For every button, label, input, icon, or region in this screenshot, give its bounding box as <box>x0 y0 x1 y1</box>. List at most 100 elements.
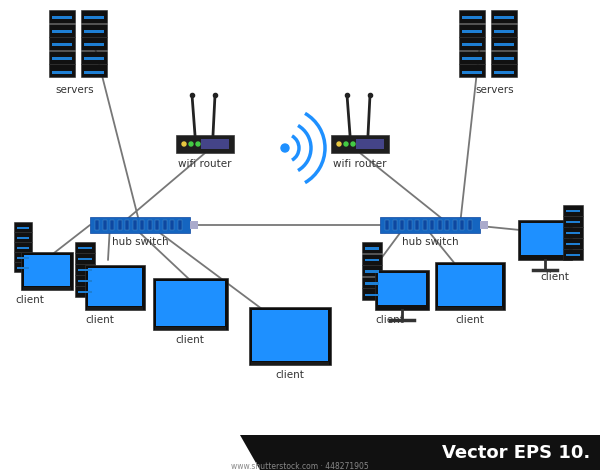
Bar <box>14 232 32 242</box>
Bar <box>155 220 159 230</box>
Bar <box>462 70 482 73</box>
Circle shape <box>351 142 355 146</box>
Bar <box>331 135 389 153</box>
Bar <box>491 51 517 64</box>
Bar <box>81 24 107 37</box>
Bar <box>249 307 331 365</box>
Bar <box>201 139 229 149</box>
Bar <box>365 270 379 273</box>
Bar <box>84 30 104 33</box>
Bar <box>467 220 472 230</box>
Bar <box>365 282 379 284</box>
Bar <box>491 10 517 23</box>
Bar <box>17 246 29 249</box>
Bar <box>81 64 107 78</box>
Text: client: client <box>455 315 484 325</box>
Bar <box>459 37 485 50</box>
Bar <box>52 70 72 73</box>
Bar <box>459 10 485 23</box>
Bar <box>148 220 152 230</box>
Bar <box>110 220 114 230</box>
Bar <box>356 139 384 149</box>
Bar <box>17 266 29 269</box>
Bar <box>152 278 227 330</box>
Bar <box>84 16 104 19</box>
Bar <box>81 10 107 23</box>
Bar <box>78 280 92 282</box>
Bar <box>84 70 104 73</box>
Bar <box>494 70 514 73</box>
Bar <box>362 242 382 253</box>
Bar <box>462 57 482 60</box>
Bar <box>392 220 397 230</box>
Bar <box>459 64 485 78</box>
Bar <box>87 307 143 310</box>
Bar <box>75 286 95 297</box>
Bar <box>49 64 75 78</box>
Bar <box>563 249 583 259</box>
Polygon shape <box>240 435 600 470</box>
Bar <box>365 247 379 250</box>
Bar <box>452 220 457 230</box>
Circle shape <box>337 142 341 146</box>
Bar <box>49 37 75 50</box>
Bar <box>462 43 482 47</box>
Text: client: client <box>376 315 404 325</box>
Bar <box>75 264 95 274</box>
Bar <box>362 289 382 299</box>
Bar <box>49 10 75 23</box>
Bar <box>178 220 182 230</box>
Bar <box>459 24 485 37</box>
Bar <box>566 254 580 256</box>
Bar <box>78 291 92 293</box>
Bar <box>435 262 505 310</box>
Bar <box>494 43 514 47</box>
Bar <box>52 43 72 47</box>
Bar <box>375 270 429 310</box>
Bar <box>78 247 92 250</box>
Circle shape <box>189 142 193 146</box>
Bar <box>155 281 224 326</box>
Bar <box>14 252 32 261</box>
Bar <box>494 30 514 33</box>
Bar <box>75 253 95 264</box>
Bar <box>81 51 107 64</box>
Bar <box>140 220 144 230</box>
Text: wifi router: wifi router <box>333 159 387 169</box>
Bar <box>362 277 382 288</box>
Bar <box>14 262 32 272</box>
Text: www.shutterstock.com · 448271905: www.shutterstock.com · 448271905 <box>231 462 369 470</box>
Bar <box>24 255 70 286</box>
Bar <box>52 57 72 60</box>
Bar <box>563 238 583 249</box>
Bar <box>566 243 580 245</box>
Bar <box>563 227 583 237</box>
Bar <box>460 220 464 230</box>
Bar <box>49 24 75 37</box>
Text: servers: servers <box>56 85 94 95</box>
Bar <box>52 16 72 19</box>
Bar <box>88 268 142 306</box>
Circle shape <box>344 142 348 146</box>
Bar <box>407 220 412 230</box>
Text: client: client <box>541 272 569 282</box>
Circle shape <box>182 142 186 146</box>
Bar <box>365 259 379 261</box>
Bar <box>49 51 75 64</box>
Bar <box>480 221 488 229</box>
Bar <box>17 236 29 239</box>
Text: servers: servers <box>476 85 514 95</box>
Circle shape <box>196 142 200 146</box>
Bar <box>438 265 502 306</box>
Bar <box>17 227 29 229</box>
Bar <box>445 220 449 230</box>
Bar <box>437 220 442 230</box>
Text: client: client <box>275 370 304 380</box>
Bar <box>365 294 379 296</box>
Text: Vector EPS 10.: Vector EPS 10. <box>442 444 590 462</box>
Bar <box>17 257 29 258</box>
Bar <box>125 220 129 230</box>
Bar <box>75 242 95 252</box>
Circle shape <box>281 144 289 152</box>
Bar <box>95 220 99 230</box>
